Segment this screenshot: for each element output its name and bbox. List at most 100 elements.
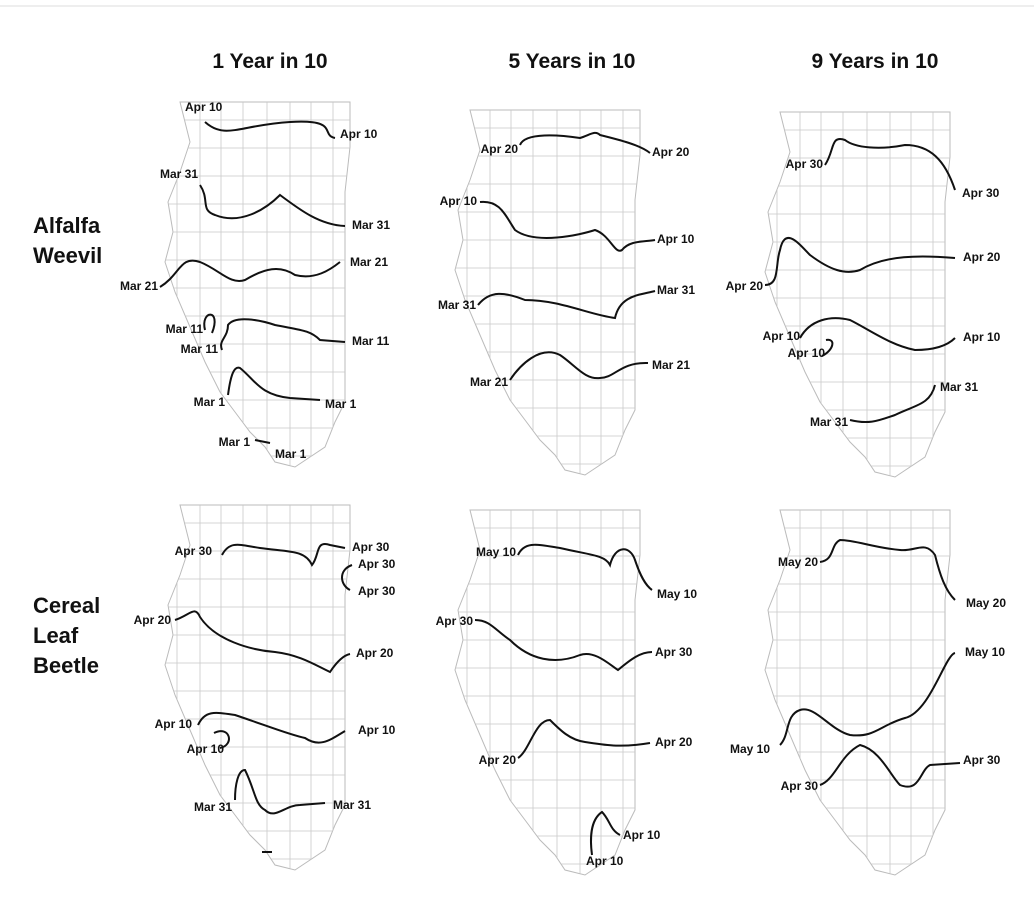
isoline-label: Apr 20 [726, 279, 764, 293]
isoline-label: Mar 31 [352, 218, 390, 232]
isoline-label: May 10 [657, 587, 697, 601]
isoline [254, 439, 271, 444]
isoline-label: Mar 21 [470, 375, 508, 389]
isoline [819, 538, 956, 601]
column-title: 5 Years in 10 [509, 50, 636, 73]
isoline-label: Mar 1 [325, 397, 357, 411]
isoline-label: Apr 10 [155, 717, 193, 731]
state-outline [164, 504, 351, 871]
isoline-label: Apr 20 [963, 250, 1001, 264]
isoline [234, 768, 326, 815]
isoline-label: Mar 1 [275, 447, 307, 461]
isoline-label: Mar 11 [181, 342, 219, 356]
isoline-label: Apr 20 [356, 646, 394, 660]
row-label: Alfalfa [33, 213, 101, 238]
isoline [819, 743, 961, 788]
isoline-label: Apr 30 [962, 186, 1000, 200]
isoline [174, 610, 351, 674]
isoline [203, 313, 216, 334]
isoline [197, 711, 346, 744]
county-grid [455, 110, 640, 475]
isoline-label: Apr 30 [963, 753, 1001, 767]
isoline [204, 120, 336, 139]
row-label: Cereal [33, 593, 100, 618]
map: Apr 10 Apr 10 Mar 31 Mar 31 Mar 21 Mar 21 Mar … [120, 100, 390, 468]
isoline-label: May 10 [476, 545, 516, 559]
isoline-label: Apr 20 [652, 145, 690, 159]
isoline-label: Mar 31 [160, 167, 198, 181]
isoline-label: Apr 30 [781, 779, 819, 793]
state-outline [764, 509, 951, 876]
isoline [517, 543, 653, 591]
isoline [821, 338, 834, 357]
isoline-label: Mar 1 [219, 435, 251, 449]
isoline-label: Apr 10 [963, 330, 1001, 344]
state-outline [764, 111, 951, 478]
isoline [479, 200, 656, 252]
isoline [477, 290, 656, 320]
isoline-label: Apr 10 [623, 828, 661, 842]
isoline-label: May 10 [965, 645, 1005, 659]
isoline-label: Apr 10 [340, 127, 378, 141]
isoline [509, 351, 649, 381]
isoline-label: Mar 11 [352, 334, 390, 348]
isoline-label: Apr 10 [440, 194, 478, 208]
isoline-label: Apr 10 [657, 232, 695, 246]
column-title: 1 Year in 10 [212, 50, 327, 73]
isoline-label: Apr 10 [763, 329, 801, 343]
column-title: 9 Years in 10 [812, 50, 939, 73]
isoline-label: Apr 20 [481, 142, 519, 156]
isoline-label: Apr 20 [134, 613, 172, 627]
isoline-label: Apr 30 [655, 645, 693, 659]
isoline-label: Mar 31 [438, 298, 476, 312]
isoline-label: Mar 31 [940, 380, 978, 394]
isoline [517, 718, 651, 759]
isoline-label: Apr 30 [358, 557, 396, 571]
isoline [590, 810, 621, 856]
isoline-label: Apr 30 [175, 544, 213, 558]
map: Apr 30 Apr 30 Apr 30 Apr 30 Apr 20 Apr 20 Apr … [134, 504, 396, 871]
isoline [159, 259, 341, 288]
row-label: Beetle [33, 653, 99, 678]
isoline [849, 384, 936, 424]
isoline-label: Apr 20 [655, 735, 693, 749]
isoline-label: Mar 21 [120, 279, 158, 293]
county-grid [455, 510, 640, 875]
isoline-label: Apr 30 [358, 584, 396, 598]
isoline-label: Mar 31 [657, 283, 695, 297]
state-outline [454, 109, 641, 476]
row-label: Weevil [33, 243, 102, 268]
isoline-label: Apr 10 [358, 723, 396, 737]
isoline [199, 184, 346, 227]
isoline-label: Mar 31 [333, 798, 371, 812]
isoline-label: Apr 30 [786, 157, 824, 171]
isoline-label: Apr 10 [788, 346, 826, 360]
map: Apr 20 Apr 20 Apr 10 Apr 10 Mar 31 Mar 31 Mar … [438, 109, 695, 476]
isoline-label: Mar 1 [194, 395, 226, 409]
state-outline [164, 101, 351, 468]
row-label: Leaf [33, 623, 79, 648]
isoline-label: May 20 [966, 596, 1006, 610]
isoline-label: Apr 10 [187, 742, 225, 756]
isoline [764, 236, 956, 286]
isoline [227, 366, 321, 401]
isoline [779, 652, 956, 746]
isoline-label: Mar 31 [194, 800, 232, 814]
map: May 20 May 20 May 10 May 10 Apr 30 Apr 30 [730, 509, 1006, 876]
state-outline [454, 509, 641, 876]
isoline [221, 543, 346, 567]
isoline [341, 564, 353, 591]
isoline-label: Mar 21 [652, 358, 690, 372]
isoline-label: Apr 30 [352, 540, 390, 554]
isoline [519, 131, 651, 154]
isoline-label: Mar 21 [350, 255, 388, 269]
map: Apr 30 Apr 30 Apr 20 Apr 20 Apr 10 Apr 10 Apr … [726, 111, 1001, 478]
isoline-label: Apr 10 [185, 100, 223, 114]
isoline [799, 317, 956, 352]
map: May 10 May 10 Apr 30 Apr 30 Apr 20 Apr 20 Apr … [436, 509, 697, 876]
isoline [474, 619, 653, 672]
isoline-label: Mar 31 [810, 415, 848, 429]
isoline-label: May 20 [778, 555, 818, 569]
isoline [824, 138, 956, 191]
